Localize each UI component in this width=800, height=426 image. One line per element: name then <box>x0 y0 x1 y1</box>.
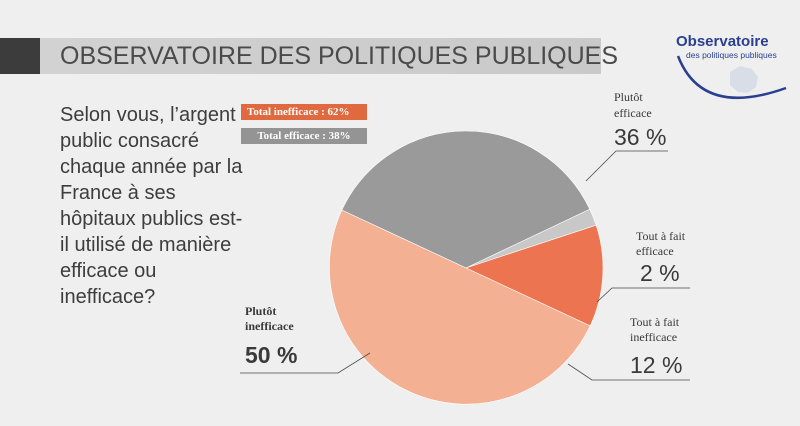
pie-slice-tout-fait-inefficace <box>465 224 604 327</box>
logo-line1: Observatoire <box>676 33 769 50</box>
leader-tout-inefficace <box>567 363 690 381</box>
value-plutot-efficace: 36 % <box>614 124 667 150</box>
label-tout-efficace-line2: efficace <box>636 244 674 258</box>
label-tout-efficace-line1: Tout à fait <box>636 229 686 243</box>
label-tout-inefficace-line1: Tout à fait <box>630 315 680 329</box>
label-plutot-efficace-line2: efficace <box>614 106 652 120</box>
logo-line2: des politiques publiques <box>686 50 777 60</box>
header-banner <box>0 38 601 74</box>
pie-slice-plut-t-inefficace <box>329 209 591 405</box>
logo-arc <box>676 55 787 100</box>
label-tout-inefficace-line2: inefficace <box>630 330 678 344</box>
label-plutot-inefficace-line1: Plutôt <box>245 304 277 318</box>
value-plutot-inefficace: 50 % <box>245 342 298 368</box>
logo: Observatoire des politiques publiques <box>672 26 792 112</box>
value-tout-inefficace: 12 % <box>630 352 683 378</box>
pie-slice-plut-t-efficace <box>341 130 591 269</box>
leader-plutot-efficace <box>585 150 668 182</box>
total-efficace-badge: Total efficace : 38% <box>241 128 367 144</box>
page-title: OBSERVATOIRE DES POLITIQUES PUBLIQUES <box>60 42 619 70</box>
leader-plutot-inefficace <box>240 352 371 374</box>
label-plutot-inefficace-line2: inefficace <box>245 319 294 333</box>
value-tout-efficace: 2 % <box>640 260 680 286</box>
total-inefficace-badge: Total inefficace : 62% <box>241 104 367 120</box>
survey-question: Selon vous, l’argent public consacré cha… <box>60 104 243 308</box>
logo-map-icon <box>730 66 758 93</box>
leader-tout-efficace <box>596 287 690 303</box>
label-plutot-efficace-line1: Plutôt <box>614 90 643 104</box>
